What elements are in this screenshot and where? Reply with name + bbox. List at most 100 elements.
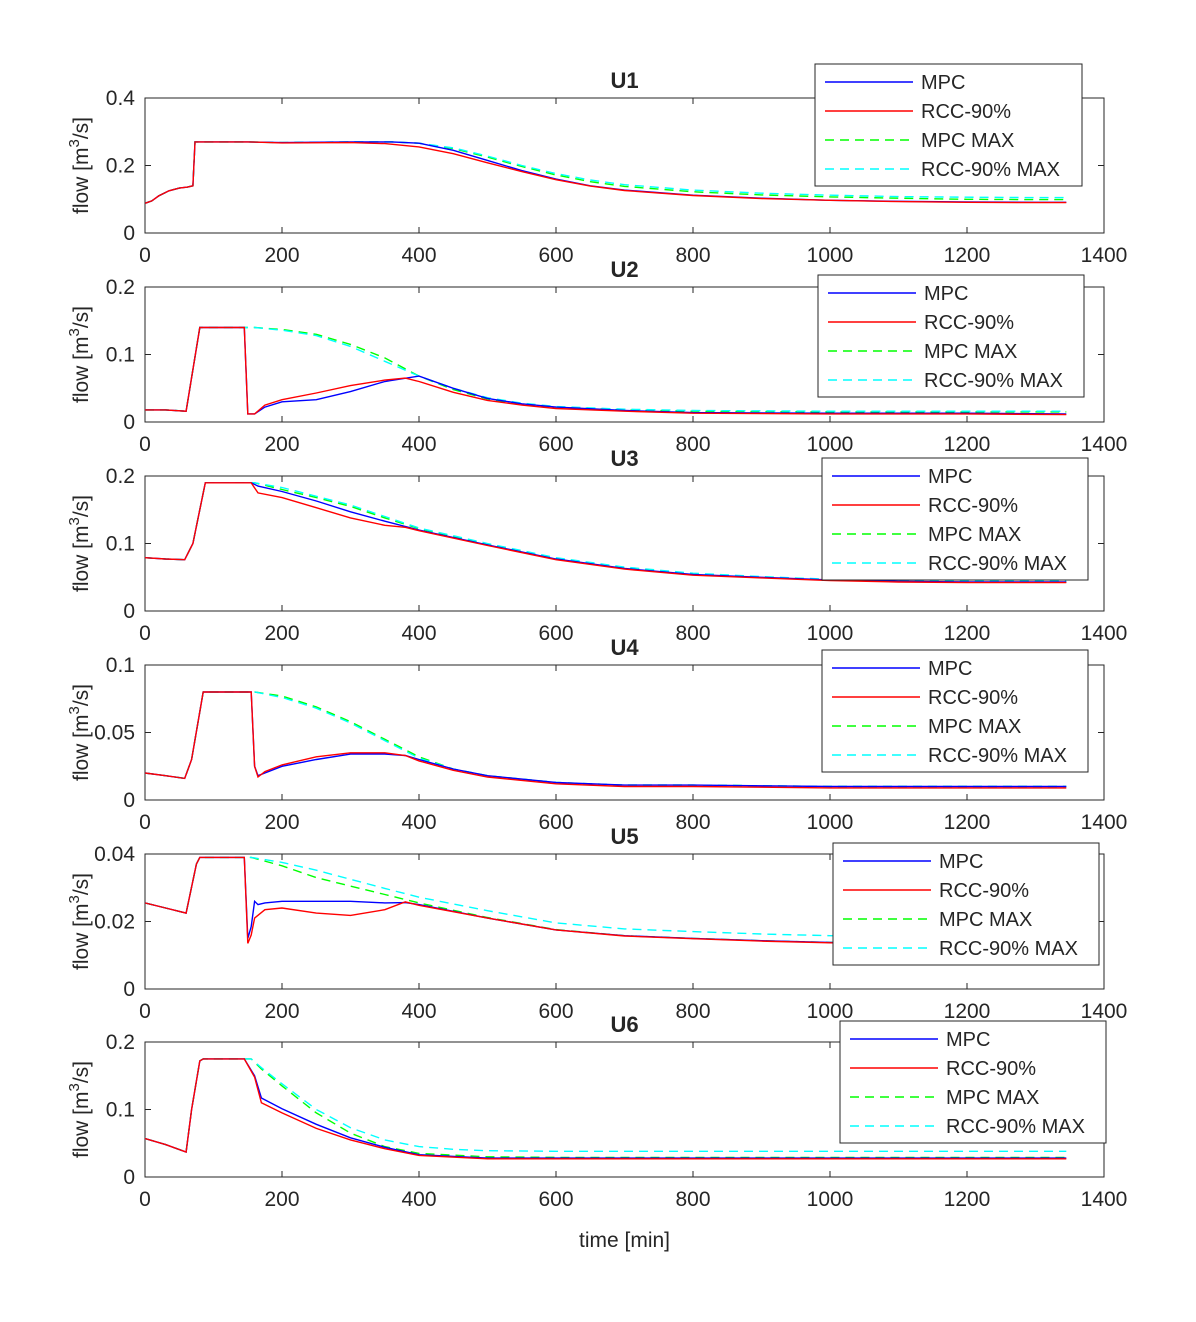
- x-tick-label: 1000: [807, 622, 854, 645]
- x-tick-label: 1000: [807, 811, 854, 834]
- y-axis-label: flow [m3/s]: [66, 1061, 93, 1158]
- x-tick-label: 1200: [944, 433, 991, 456]
- x-tick-label: 1000: [807, 1188, 854, 1211]
- x-tick-label: 0: [139, 1000, 151, 1023]
- legend-label: MPC MAX: [946, 1087, 1039, 1109]
- x-tick-label: 600: [538, 811, 573, 834]
- subplot-title: U3: [610, 446, 638, 471]
- legend-label: RCC-90% MAX: [946, 1116, 1085, 1138]
- x-tick-label: 600: [538, 244, 573, 267]
- series-line-rcc-90: [145, 326, 1067, 416]
- y-axis-label: flow [m3/s]: [66, 117, 93, 214]
- x-axis-label: time [min]: [579, 1229, 670, 1252]
- x-tick-label: 0: [139, 1188, 151, 1211]
- legend-label: MPC: [924, 283, 968, 305]
- y-tick-label: 0.2: [106, 465, 135, 488]
- legend-frame: [832, 842, 1100, 966]
- x-tick-label: 1400: [1081, 1188, 1128, 1211]
- x-tick-label: 1200: [944, 811, 991, 834]
- legend-label: RCC-90%: [928, 495, 1018, 517]
- y-axis-label: flow [m3/s]: [66, 684, 93, 781]
- x-tick-label: 1400: [1081, 622, 1128, 645]
- x-tick-label: 1400: [1081, 811, 1128, 834]
- series-line-rcc-90: [145, 691, 1067, 789]
- subplot-title: U2: [610, 257, 638, 282]
- x-tick-label: 800: [675, 433, 710, 456]
- x-tick-label: 400: [401, 1000, 436, 1023]
- y-tick-label: 0.1: [106, 344, 135, 367]
- legend-label: RCC-90%: [946, 1058, 1036, 1080]
- x-tick-label: 800: [675, 1000, 710, 1023]
- series-line-rcc-90: [145, 1058, 1067, 1160]
- legend-frame: [821, 649, 1089, 773]
- series-line-rcc-90: [145, 856, 1067, 945]
- subplot-title: U6: [610, 1012, 638, 1037]
- y-tick-label: 0: [123, 1166, 135, 1189]
- subplot-u1: 0 200 400 600 800 1000 1200 1400 0 0.2 0.4 flow [m3…: [66, 63, 1128, 267]
- y-tick-label: 0: [123, 411, 135, 434]
- x-tick-label: 1200: [944, 1188, 991, 1211]
- legend-label: RCC-90% MAX: [939, 938, 1078, 960]
- y-tick-label: 0.2: [106, 1031, 135, 1054]
- x-tick-label: 400: [401, 1188, 436, 1211]
- series-line-rcc-90: [145, 482, 1067, 584]
- legend: MPC RCC-90% MPC MAX RCC-90% MAX: [814, 63, 1083, 187]
- subplot-u3: 0 200 400 600 800 1000 1200 1400 0 0.1 0.2 flow [m3…: [66, 446, 1127, 645]
- x-tick-label: 1200: [944, 622, 991, 645]
- y-tick-label: 0: [123, 222, 135, 245]
- series-line-rcc-90: [145, 141, 1067, 204]
- y-tick-label: 0.4: [106, 87, 136, 110]
- legend-label: MPC MAX: [921, 130, 1014, 152]
- legend-label: MPC MAX: [928, 524, 1021, 546]
- x-tick-label: 200: [264, 433, 299, 456]
- x-tick-label: 1400: [1081, 244, 1128, 267]
- y-axis-label: flow [m3/s]: [66, 495, 93, 592]
- legend: MPC RCC-90% MPC MAX RCC-90% MAX: [821, 457, 1089, 581]
- subplot-title: U1: [610, 68, 638, 93]
- x-tick-label: 800: [675, 811, 710, 834]
- x-tick-label: 400: [401, 433, 436, 456]
- subplot-title: U5: [610, 824, 638, 849]
- legend-label: RCC-90%: [928, 687, 1018, 709]
- y-tick-label: 0: [123, 978, 135, 1001]
- x-tick-label: 600: [538, 433, 573, 456]
- x-tick-label: 1000: [807, 244, 854, 267]
- y-tick-label: 0.02: [94, 911, 135, 934]
- legend: MPC RCC-90% MPC MAX RCC-90% MAX: [821, 649, 1089, 773]
- x-tick-label: 1200: [944, 244, 991, 267]
- y-tick-label: 0.04: [94, 843, 135, 866]
- y-tick-label: 0.1: [106, 654, 135, 677]
- legend-label: RCC-90% MAX: [928, 745, 1067, 767]
- y-axis-label: flow [m3/s]: [66, 873, 93, 970]
- x-tick-label: 600: [538, 622, 573, 645]
- legend-frame: [821, 457, 1089, 581]
- legend-label: RCC-90%: [921, 101, 1011, 123]
- x-tick-label: 0: [139, 811, 151, 834]
- legend-label: MPC MAX: [928, 716, 1021, 738]
- legend-label: MPC: [946, 1029, 990, 1051]
- x-tick-label: 1400: [1081, 433, 1128, 456]
- legend-label: RCC-90%: [939, 880, 1029, 902]
- legend-frame: [814, 63, 1083, 187]
- x-tick-label: 800: [675, 244, 710, 267]
- legend: MPC RCC-90% MPC MAX RCC-90% MAX: [832, 842, 1100, 966]
- legend-label: MPC: [939, 851, 983, 873]
- x-tick-label: 200: [264, 1188, 299, 1211]
- legend-frame: [839, 1020, 1107, 1144]
- x-tick-label: 800: [675, 622, 710, 645]
- x-tick-label: 0: [139, 244, 151, 267]
- x-tick-label: 1400: [1081, 1000, 1128, 1023]
- x-tick-label: 200: [264, 811, 299, 834]
- x-tick-label: 200: [264, 622, 299, 645]
- x-tick-label: 400: [401, 811, 436, 834]
- legend-label: RCC-90% MAX: [928, 553, 1067, 575]
- y-tick-label: 0: [123, 600, 135, 623]
- x-tick-label: 400: [401, 244, 436, 267]
- legend-frame: [817, 274, 1085, 398]
- legend-label: RCC-90% MAX: [924, 370, 1063, 392]
- legend-label: RCC-90%: [924, 312, 1014, 334]
- x-tick-label: 200: [264, 244, 299, 267]
- y-tick-label: 0.1: [106, 533, 135, 556]
